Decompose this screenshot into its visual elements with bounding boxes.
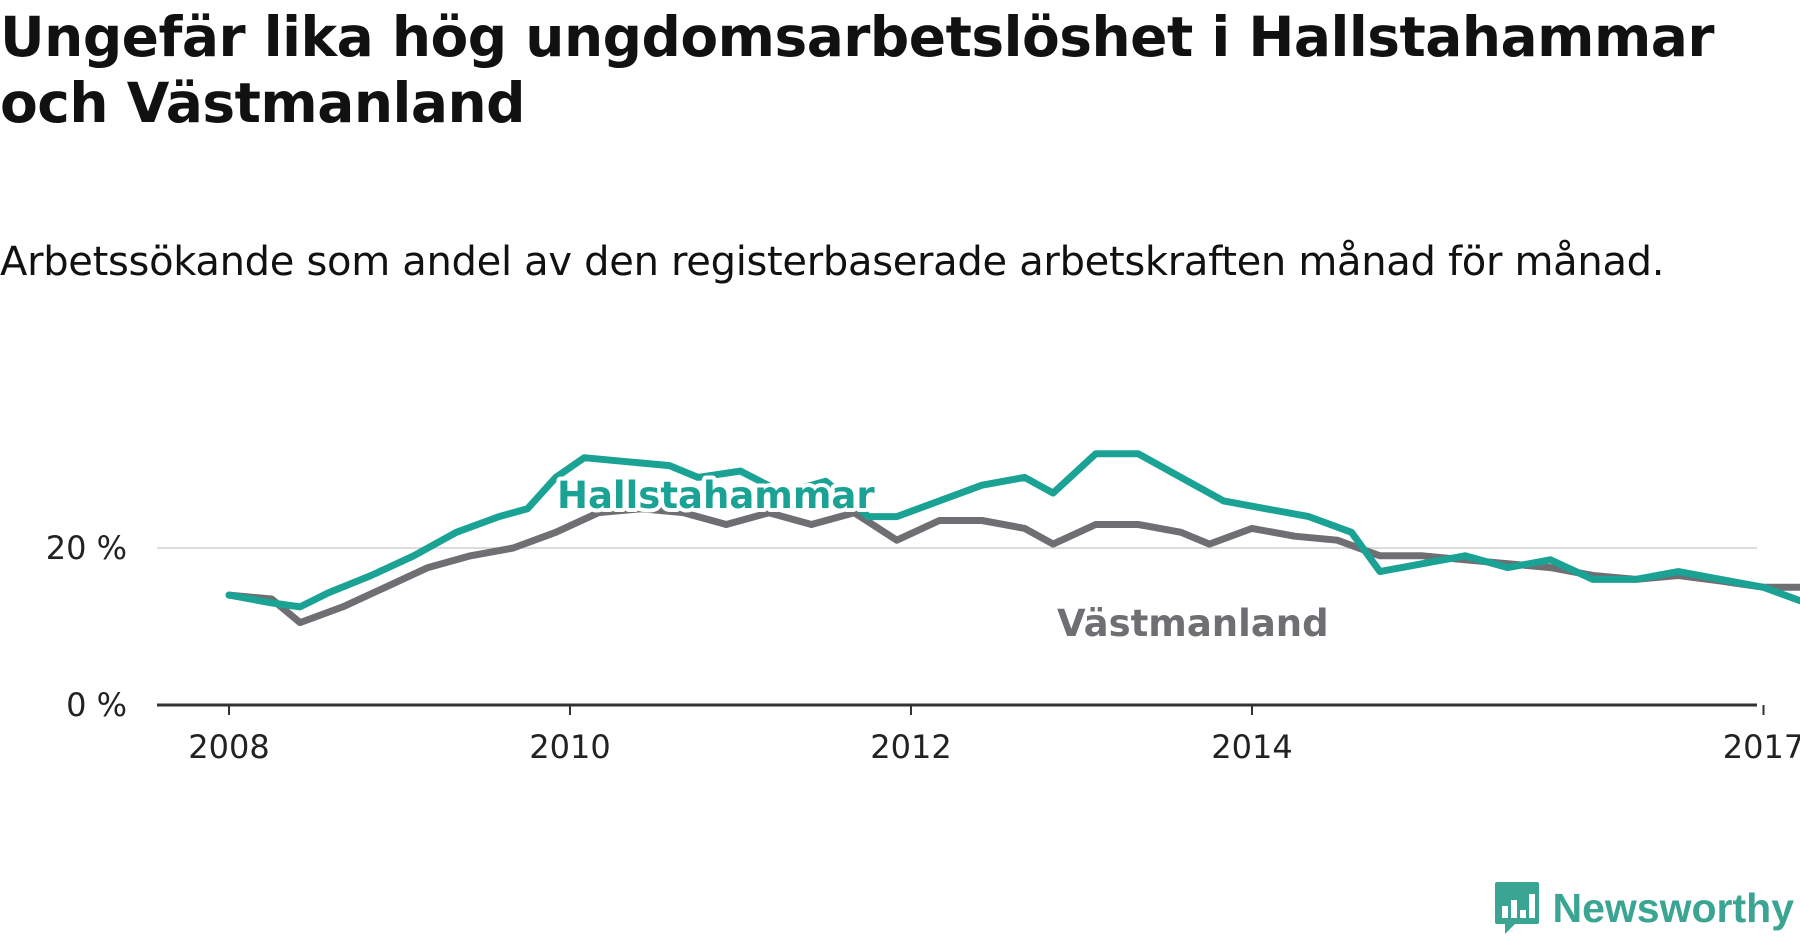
series-label-hallstahammar: Hallstahammar	[557, 474, 875, 517]
brand-name: Newsworthy	[1552, 884, 1795, 931]
y-axis-labels: 0 % 20 %	[46, 529, 127, 724]
x-tick-label: 2010	[529, 728, 610, 766]
chart-title: Ungefär lika hög ungdomsarbetslöshet i H…	[0, 5, 1715, 135]
y-tick-label: 20 %	[46, 529, 127, 567]
x-tick-label: 2012	[870, 728, 951, 766]
series-line-hallstahammar	[225, 450, 1800, 611]
newsworthy-logo-icon	[1494, 882, 1539, 934]
x-tick-label: 2008	[188, 728, 269, 766]
y-tick-label: 0 %	[66, 686, 127, 724]
x-tick-label: 2014	[1211, 728, 1292, 766]
series-lines	[225, 450, 1800, 627]
x-tick-label: 2017	[1723, 728, 1800, 766]
chart-subtitle: Arbetssökande som andel av den registerb…	[0, 239, 1665, 285]
series-label-västmanland: Västmanland	[1057, 602, 1329, 645]
line-chart: 200820102012201420172019202120232025 0 %…	[46, 450, 1800, 766]
series-labels: HallstahammarVästmanland11,2 %11,1 %	[553, 470, 1333, 649]
x-axis: 200820102012201420172019202120232025	[157, 703, 1800, 766]
newsworthy-logo: Newsworthy	[1493, 868, 1795, 948]
